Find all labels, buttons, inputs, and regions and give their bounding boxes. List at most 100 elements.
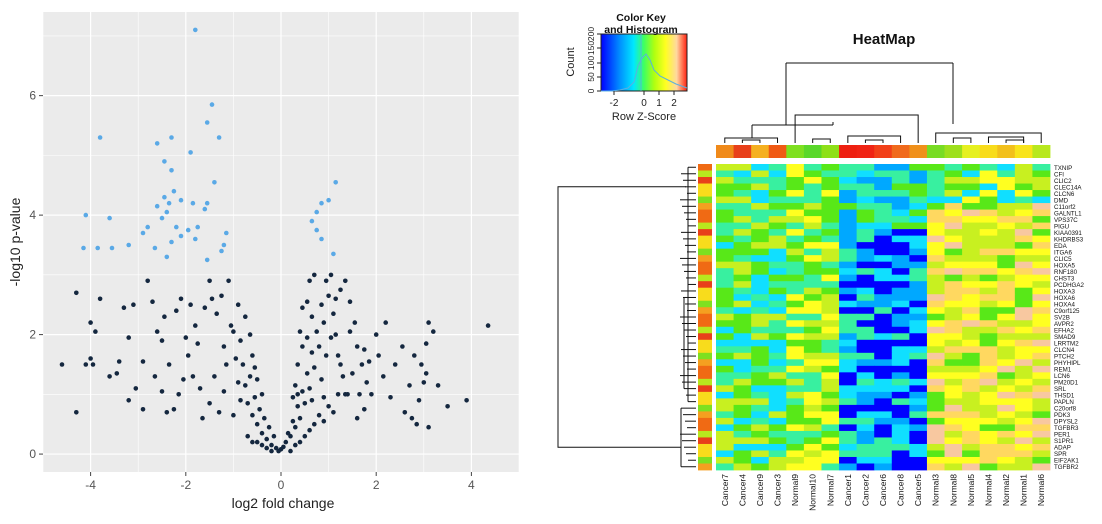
heatmap-cell [803,255,822,263]
heatmap-cell [856,190,875,197]
heatmap-cell [1014,326,1033,334]
heatmap-cell [821,398,840,406]
heatmap-cell [874,261,893,269]
heatmap-cell [979,365,998,373]
heatmap-cell [909,346,928,354]
heatmap-cell [768,268,787,276]
heatmap-cell [821,229,840,237]
row-label: S1PR1 [1054,438,1074,445]
column-label: Cancer9 [755,474,765,506]
heatmap-cell [1014,404,1033,412]
heatmap-cell [874,333,893,341]
heatmap-cell [926,294,945,302]
significant-point [314,227,320,233]
heatmap-cell [1014,346,1033,354]
heatmap-cell [1032,229,1051,237]
heatmap-cell [997,333,1016,341]
heatmap-cell [839,463,858,471]
dendrogram-leaf [952,137,972,143]
heatmap-cell [962,430,981,438]
heatmap-cell [786,242,805,250]
row-label: CFI [1054,171,1064,178]
significant-point [212,180,217,185]
heatmap-cell [979,268,998,276]
heatmap-cell [944,190,963,197]
heatmap-cell [909,177,928,184]
heatmap-cell [1014,463,1033,471]
heatmap-cell [803,287,822,295]
heatmap-cell [786,378,805,386]
heatmap-cell [821,274,840,282]
heatmap-cell [856,235,875,243]
heatmap-cell [979,339,998,347]
heatmap-cell [926,268,945,276]
heatmap-cell [856,294,875,302]
data-point [407,383,412,388]
heatmap-cell [786,287,805,295]
column-label: Cancer2 [860,474,870,506]
heatmap-cell [979,320,998,328]
heatmap-cell [716,242,734,250]
heatmap-cell [716,183,734,191]
row-label: PAPLN [1054,399,1074,406]
heatmap-cell [1014,424,1033,432]
heatmap-cell [944,164,963,171]
data-point [302,401,308,406]
heatmap-cell [839,177,858,184]
heatmap-cell [962,450,981,458]
heatmap-cell [716,170,734,178]
data-point [214,311,219,317]
heatmap-cell [768,229,787,237]
color-key-y-tick-label: 100 [586,56,596,70]
heatmap-cell [768,437,787,445]
data-point [409,415,415,421]
heatmap-cell [786,222,805,230]
heatmap-cell [1014,365,1033,373]
row-label: HOXA6 [1054,295,1076,302]
y-tick-label: 6 [29,89,36,103]
heatmap-cell [979,450,998,458]
heatmap-cell [926,209,945,217]
heatmap-cell [944,216,963,223]
heatmap-cell [1032,190,1051,197]
heatmap-cell [751,177,770,184]
data-point [381,374,386,379]
heatmap-cell [926,463,945,471]
heatmap-cell [944,443,963,451]
heatmap-cell [979,216,998,223]
row-label: THSD1 [1054,393,1075,400]
heatmap-cell [909,170,928,178]
row-side-color [698,209,712,217]
heatmap-cell [768,372,787,380]
data-point [250,412,255,418]
row-side-color [698,404,712,412]
data-point [283,439,289,445]
data-point [307,427,312,433]
heatmap-cell [751,209,770,217]
color-key-x-tick-label: 2 [671,98,677,109]
heatmap-cell [891,268,910,276]
row-side-color [698,372,712,380]
heatmap-cell [909,268,928,276]
heatmap-cell [786,333,805,341]
data-point [262,415,267,421]
heatmap-cell [786,268,805,276]
heatmap-cell [733,365,752,373]
y-tick-label: 0 [29,447,36,461]
data-point [121,305,127,311]
heatmap-cell [926,235,945,243]
heatmap-cell [874,170,893,178]
heatmap-cell [856,203,875,210]
data-point [300,305,305,311]
heatmap-cell [909,209,928,217]
data-point [316,344,322,349]
heatmap-cell [768,203,787,210]
heatmap-cell [856,248,875,256]
row-side-color [698,248,712,256]
data-point [250,439,255,445]
heatmap-cell [997,261,1016,269]
heatmap-cell [716,255,734,263]
heatmap-cell [856,372,875,380]
data-point [247,332,253,337]
heatmap-cell [1032,437,1051,445]
